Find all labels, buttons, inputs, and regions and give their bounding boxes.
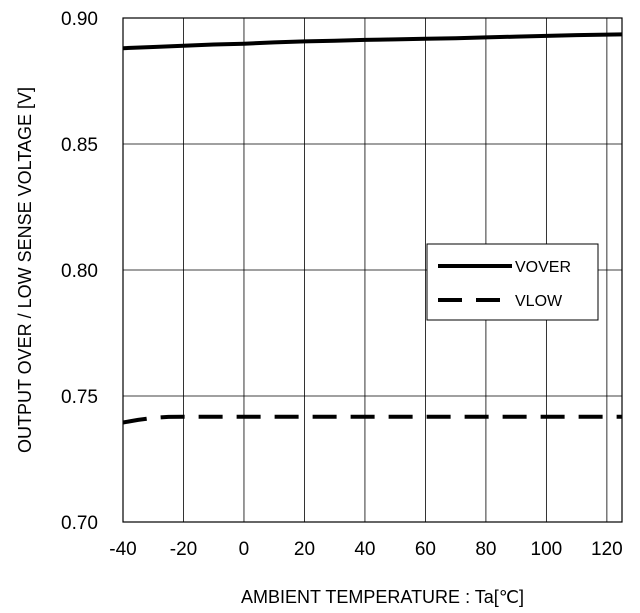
x-tick-label: 100 (531, 539, 563, 560)
x-axis-label: AMBIENT TEMPERATURE : Ta[℃] (241, 587, 524, 607)
x-tick-label: 40 (354, 539, 375, 560)
y-tick-label: 0.85 (61, 135, 98, 156)
legend-label-vover: VOVER (515, 259, 571, 276)
y-tick-label: 0.90 (61, 9, 98, 30)
x-tick-label: -20 (170, 539, 197, 560)
y-tick-label: 0.70 (61, 513, 98, 534)
legend-box (426, 243, 599, 321)
x-tick-label: 0 (239, 539, 250, 560)
series-line-vlow (122, 414, 622, 425)
y-tick-label: 0.75 (61, 387, 98, 408)
x-tick-label: 20 (294, 539, 315, 560)
legend: VOVER VLOW (426, 243, 599, 321)
y-tick-labels: 0.70 0.75 0.80 0.85 0.90 (61, 9, 98, 534)
x-tick-label: -40 (109, 539, 136, 560)
y-tick-label: 0.80 (61, 261, 98, 282)
y-axis-label: OUTPUT OVER / LOW SENSE VOLTAGE [V] (15, 87, 35, 453)
x-tick-label: 120 (591, 539, 623, 560)
x-tick-label: 80 (475, 539, 496, 560)
series-layer (122, 32, 623, 425)
legend-label-vlow: VLOW (515, 293, 563, 310)
x-tick-labels: -40 -20 0 20 40 60 80 100 120 (109, 539, 622, 560)
plot-frame (122, 17, 623, 523)
x-tick-label: 60 (415, 539, 436, 560)
series-line-vover (122, 32, 623, 51)
